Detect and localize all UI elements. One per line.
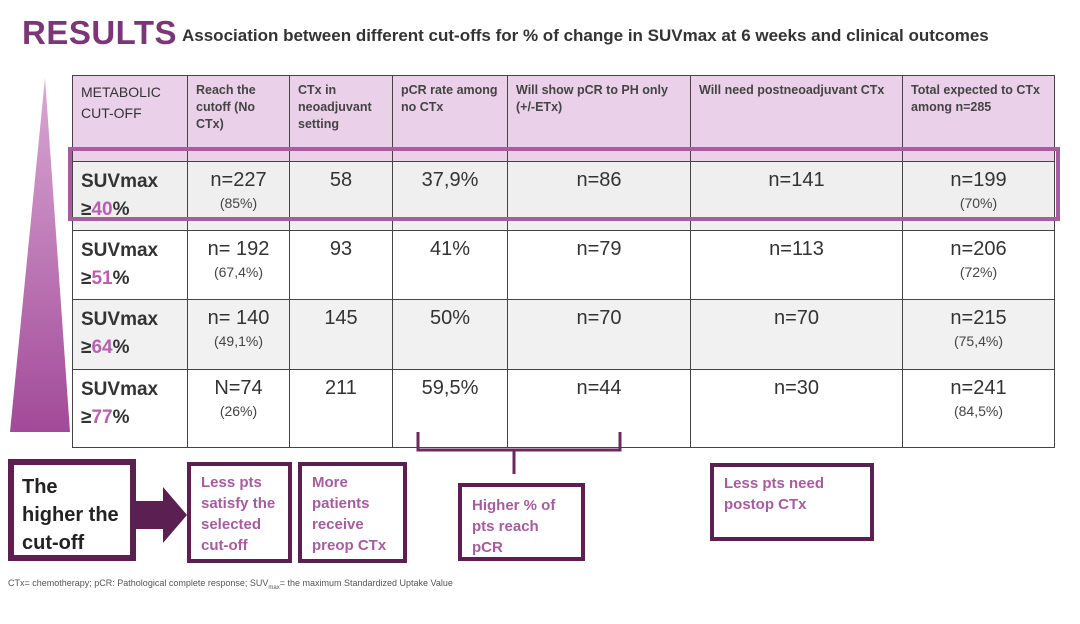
higher-cutoff-box: The higher the cut-off: [8, 459, 136, 561]
footnote-sub: max: [268, 584, 280, 591]
suffix: %: [112, 268, 130, 289]
arrow-right-icon: [135, 487, 187, 543]
prefix: ≥: [81, 199, 92, 220]
cutoff-value: 77: [91, 407, 113, 428]
ctx-cell: 145: [289, 299, 393, 370]
row-label: SUVmax: [81, 309, 159, 330]
more-patients-box: More patients receive preop CTx: [298, 462, 407, 563]
ctx-cell: 211: [289, 369, 393, 448]
pcr-cell: 41%: [392, 230, 508, 300]
reach-value: N=74: [214, 377, 263, 399]
total-value: n=199: [950, 169, 1007, 191]
reach-pct: (49,1%): [213, 333, 264, 349]
suffix: %: [112, 199, 130, 220]
post-cell: n=113: [690, 230, 903, 300]
reach-pct: (85%): [219, 195, 258, 211]
cutoff-cell: SUVmax ≥77%: [72, 369, 188, 448]
ph-cell: n=44: [507, 369, 691, 448]
table-row: SUVmax ≥51% n= 192 (67,4%) 93 41% n=79 n=1…: [72, 230, 1055, 300]
prefix: ≥: [81, 268, 92, 289]
total-cell: n=206 (72%): [902, 230, 1055, 300]
less-pts-box: Less pts satisfy the selected cut-off: [187, 462, 292, 563]
reach-cell: N=74 (26%): [187, 369, 290, 448]
reach-pct: (67,4%): [213, 264, 264, 280]
suffix: %: [112, 407, 130, 428]
row-label: SUVmax: [81, 240, 159, 261]
post-cell: n=30: [690, 369, 903, 448]
footnote-text-end: = the maximum Standardized Uptake Value: [279, 578, 453, 588]
reach-value: n=227: [210, 169, 267, 191]
total-cell: n=215 (75,4%): [902, 299, 1055, 370]
ph-cell: n=70: [507, 299, 691, 370]
footnote-text: CTx= chemotherapy; pCR: Pathological com…: [8, 578, 269, 588]
reach-value: n= 140: [207, 307, 270, 329]
total-pct: (70%): [959, 195, 998, 211]
row-label: SUVmax: [81, 379, 159, 400]
table-row: SUVmax ≥77% N=74 (26%) 211 59,5% n=44 n=30…: [72, 369, 1055, 448]
higher-pcr-box: Higher % of pts reach pCR: [458, 483, 585, 561]
pcr-cell: 50%: [392, 299, 508, 370]
row-label: SUVmax: [81, 171, 159, 192]
bracket-icon: [416, 432, 622, 474]
reach-value: n= 192: [207, 238, 270, 260]
slide-title: RESULTS: [22, 14, 178, 51]
ctx-cell: 93: [289, 230, 393, 300]
total-value: n=241: [950, 377, 1007, 399]
ph-cell: n=79: [507, 230, 691, 300]
prefix: ≥: [81, 407, 92, 428]
increasing-triangle-icon: [10, 78, 70, 432]
total-pct: (72%): [959, 264, 998, 280]
total-pct: (75,4%): [953, 333, 1004, 349]
prefix: ≥: [81, 337, 92, 358]
reach-pct: (26%): [219, 403, 258, 419]
cutoff-value: 64: [91, 337, 113, 358]
reach-cell: n= 140 (49,1%): [187, 299, 290, 370]
table-row: SUVmax ≥64% n= 140 (49,1%) 145 50% n=70 n=…: [72, 299, 1055, 370]
suffix: %: [112, 337, 130, 358]
total-pct: (84,5%): [953, 403, 1004, 419]
cutoff-cell: SUVmax ≥51%: [72, 230, 188, 300]
post-cell: n=70: [690, 299, 903, 370]
total-value: n=206: [950, 238, 1007, 260]
reach-cell: n= 192 (67,4%): [187, 230, 290, 300]
footnote: CTx= chemotherapy; pCR: Pathological com…: [8, 578, 453, 591]
slide-subtitle: Association between different cut-offs f…: [182, 26, 989, 45]
cutoff-value: 40: [91, 199, 113, 220]
total-value: n=215: [950, 307, 1007, 329]
results-table: METABOLIC CUT-OFF Reach the cutoff (No C…: [72, 75, 1055, 448]
cutoff-cell: SUVmax ≥64%: [72, 299, 188, 370]
cutoff-value: 51: [91, 268, 113, 289]
less-postop-box: Less pts need postop CTx: [710, 463, 874, 541]
pcr-cell: 59,5%: [392, 369, 508, 448]
highlight-row-border: [68, 147, 1060, 221]
total-cell: n=241 (84,5%): [902, 369, 1055, 448]
